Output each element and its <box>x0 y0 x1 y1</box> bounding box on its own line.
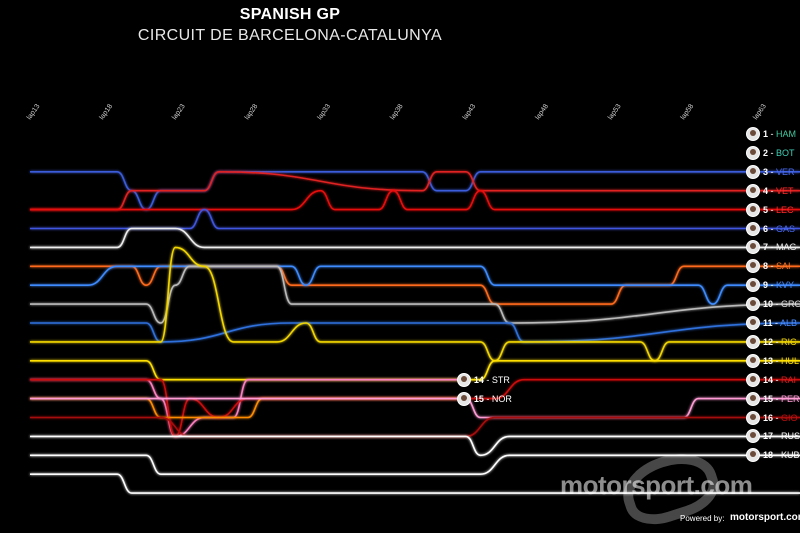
driver-end-label: 6 - GAS <box>763 223 796 234</box>
series-line-hul <box>30 359 800 381</box>
driver-end-label: 16 - GIO <box>763 412 798 423</box>
series-line-kub <box>30 454 800 476</box>
powered-by-logo: motorsport.com <box>730 512 800 523</box>
driver-avatar-icon <box>746 297 760 312</box>
series-line-str <box>30 378 466 438</box>
driver-avatar-icon <box>456 391 471 406</box>
driver-avatar-icon <box>746 429 760 444</box>
driver-avatar-icon <box>746 278 760 293</box>
series-line-gas <box>29 208 800 230</box>
driver-end-label: 8 - SAI <box>763 261 791 272</box>
series-line-vet <box>30 170 800 211</box>
series-line-alb <box>30 322 800 343</box>
driver-end-label: 13 - HUL <box>763 355 800 366</box>
driver-avatar-icon <box>746 410 760 425</box>
driver-mid-label: 14 - STR <box>473 374 510 385</box>
driver-end-label: 10 - GRO <box>763 299 800 310</box>
x-tick-label: lap48 <box>534 103 550 121</box>
series-line-gio <box>29 416 800 438</box>
series-line-rai <box>30 378 800 438</box>
driver-end-label: 1 - HAM <box>763 129 797 139</box>
driver-avatar-icon <box>746 221 760 236</box>
series-line-mag <box>30 227 800 249</box>
powered-by-text: Powered by: <box>680 514 725 523</box>
x-tick-label: lap23 <box>171 103 187 121</box>
chart-subtitle: CIRCUIT DE BARCELONA-CATALUNYA <box>137 27 443 44</box>
chart-title: SPANISH GP <box>239 6 341 23</box>
driver-end-label: 3 - VER <box>763 166 795 177</box>
driver-avatar-icon <box>746 202 760 217</box>
series-line-gro <box>30 265 800 324</box>
driver-end-label: 17 - RUS <box>763 431 800 442</box>
x-tick-label: lap63 <box>752 103 768 121</box>
x-tick-label: lap43 <box>462 103 478 121</box>
driver-end-label: 14 - RAI <box>763 374 797 385</box>
driver-avatar-icon <box>746 259 760 274</box>
driver-avatar-icon <box>746 145 760 160</box>
x-tick-label: lap28 <box>244 103 260 121</box>
series-line-ric <box>30 246 800 362</box>
driver-end-label: 11 - ALB <box>763 318 798 328</box>
watermark: motorsport.com <box>560 470 753 500</box>
driver-end-label: 9 - KVY <box>763 280 795 291</box>
driver-end-label: 18 - KUB <box>763 450 800 461</box>
driver-avatar-icon <box>746 183 760 198</box>
x-tick-label: lap33 <box>316 103 332 121</box>
driver-avatar-icon <box>746 127 760 141</box>
x-tick-label: lap13 <box>26 103 42 121</box>
x-tick-label: lap53 <box>607 103 623 121</box>
series-line-lec <box>30 189 800 211</box>
driver-avatar-icon <box>746 240 760 255</box>
driver-avatar-icon <box>746 316 760 330</box>
driver-end-label: 12 - RIC <box>763 336 797 347</box>
x-tick-label: lap18 <box>99 103 115 121</box>
driver-end-label: 4 - VET <box>763 185 794 196</box>
driver-avatar-icon <box>746 448 760 463</box>
driver-avatar-icon <box>746 391 760 406</box>
driver-avatar-icon <box>746 334 760 349</box>
driver-end-label: 7 - MAG <box>763 242 797 253</box>
driver-avatar-icon <box>456 372 471 387</box>
series-line-nor <box>30 397 466 419</box>
series-line-unnamed-20 <box>30 473 800 494</box>
series-line-rus <box>30 435 800 457</box>
driver-avatar-icon <box>746 164 760 179</box>
driver-avatar-icon <box>746 372 760 387</box>
series-line-kvy <box>30 265 800 305</box>
driver-end-label: 5 - LEC <box>763 204 794 215</box>
driver-mid-label: 15 - NOR <box>473 393 512 404</box>
x-tick-label: lap58 <box>680 103 696 121</box>
driver-end-label: 15 - PER <box>763 393 800 404</box>
series-line-per <box>30 397 800 419</box>
driver-end-label: 2 - BOT <box>763 147 795 158</box>
x-tick-label: lap38 <box>389 103 405 121</box>
driver-avatar-icon <box>746 353 760 368</box>
